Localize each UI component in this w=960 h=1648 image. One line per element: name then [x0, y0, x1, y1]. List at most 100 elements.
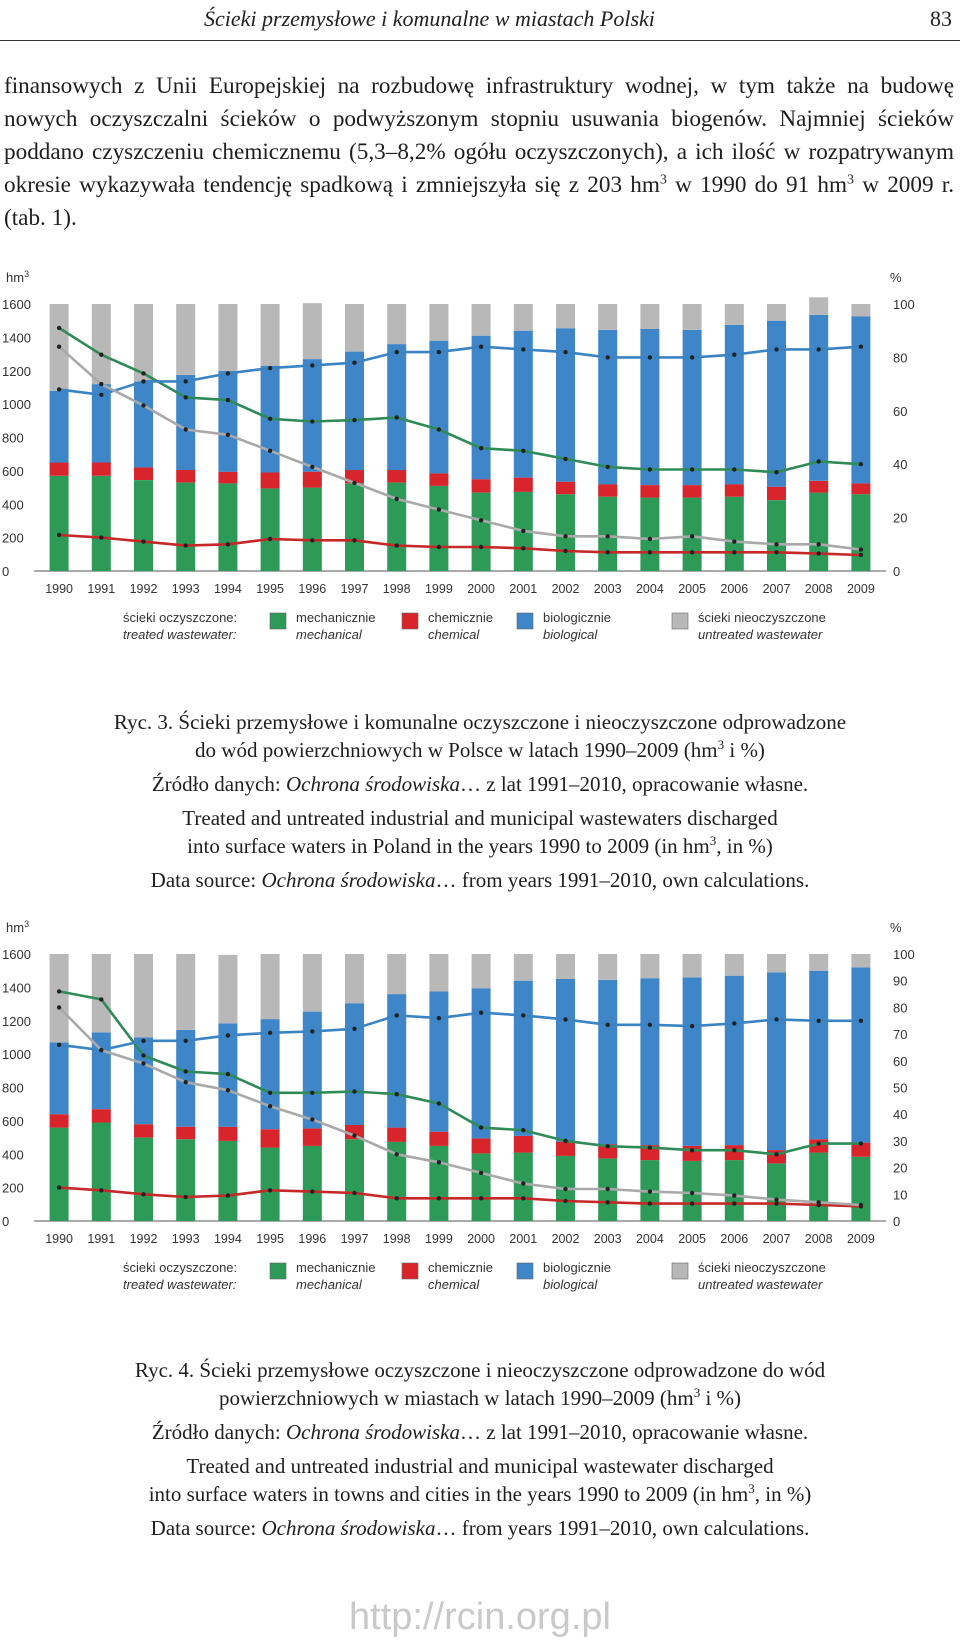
bar-segment-biological: [682, 977, 702, 1146]
y-tick-label: 200: [2, 1181, 24, 1196]
percent-line-point: [563, 1198, 568, 1204]
percent-line-point: [647, 467, 653, 472]
header-rule: [0, 40, 960, 41]
percent-line-point: [141, 403, 146, 408]
percent-line-point: [689, 1201, 695, 1206]
x-tick-label: 2004: [636, 1232, 664, 1246]
legend-swatch-3: [671, 1262, 689, 1280]
percent-line-point: [521, 546, 526, 551]
percent-line-point: [183, 1194, 188, 1200]
percent-line-point: [774, 1017, 779, 1022]
caption-3-src-pl-title: Ochrona środowiska: [285, 772, 460, 796]
bar-segment-biological: [556, 328, 575, 482]
caption-3-src-pl-rest: … z lat 1991–2010, opracowanie własne.: [460, 772, 809, 796]
bar-segment-mechanical: [260, 488, 280, 571]
bar-segment-mechanical: [556, 494, 575, 571]
percent-line-point: [394, 415, 399, 420]
bar-segment-mechanical: [134, 480, 153, 571]
body-sup-2: 3: [847, 172, 855, 188]
bar-segment-biological: [724, 975, 744, 1146]
bar-segment-biological: [640, 978, 660, 1146]
percent-line-point: [478, 344, 484, 349]
bar-segment-biological: [387, 344, 407, 471]
percent-line-point: [858, 344, 864, 349]
percent-line-point: [56, 325, 62, 331]
bar-segment-chemical: [218, 471, 238, 484]
x-tick-label: 1999: [425, 1232, 453, 1246]
page-number: 83: [930, 6, 952, 31]
percent-line-point: [774, 1201, 779, 1206]
caption-3-pl-sup: 3: [717, 737, 725, 752]
y2-tick-label: 70: [893, 1027, 907, 1042]
y-tick-label: 600: [2, 464, 24, 479]
legend-label-pl-2: biologicznie: [543, 1260, 611, 1275]
percent-line-mechanical: [58, 326, 861, 474]
caption-3-en-1: Treated and untreated industrial and mun…: [182, 806, 778, 830]
percent-line-point: [310, 419, 315, 424]
caption-4-src-pl-title: Ochrona środowiska: [285, 1420, 460, 1444]
percent-line-point: [225, 542, 231, 547]
caption-3-src-en-rest: … from years 1991–2010, own calculations…: [435, 868, 810, 892]
x-tick-label: 2009: [847, 1232, 875, 1246]
caption-4-en-2: into surface waters in towns and cities …: [148, 1482, 749, 1506]
bar-segment-mechanical: [176, 1139, 196, 1221]
bar-segment-chemical: [513, 1135, 533, 1153]
x-tick-label: 1994: [214, 1232, 242, 1246]
y-tick-label: 800: [2, 431, 24, 446]
percent-line-point: [310, 464, 315, 470]
percent-line-point: [689, 1148, 695, 1153]
percent-line-point: [56, 989, 62, 994]
percent-line-point: [521, 347, 526, 352]
x-tick-label: 1993: [172, 582, 200, 596]
y-axis-unit-right: %: [890, 270, 902, 285]
legend-title-pl: ścieki oczyszczone:: [123, 610, 237, 625]
y2-tick-label: 20: [893, 1161, 907, 1176]
legend-label-en-0: mechanical: [296, 1277, 363, 1292]
percent-line-point: [141, 539, 146, 544]
bar-segment-biological: [471, 988, 491, 1139]
x-tick-label: 2005: [678, 582, 706, 596]
bar-segment-biological: [134, 1037, 153, 1125]
percent-line-point: [605, 550, 610, 555]
percent-line-point: [478, 1170, 484, 1176]
bar-segment-biological: [49, 1042, 69, 1115]
bar-segment-untreated: [682, 304, 702, 330]
bar-segment-chemical: [598, 1144, 618, 1159]
percent-line-point: [605, 1144, 610, 1149]
percent-line-point: [816, 459, 821, 464]
percent-line-point: [605, 1022, 610, 1027]
bar-segment-biological: [851, 316, 871, 484]
x-tick-label: 2000: [467, 1232, 495, 1246]
percent-line-point: [605, 1186, 610, 1192]
percent-line-point: [267, 1104, 273, 1109]
legend-label-pl-3: ścieki nieoczyszczone: [698, 610, 826, 625]
figure-4-caption: Ryc. 4. Ścieki przemysłowe oczyszczone i…: [0, 1356, 960, 1542]
percent-line-point: [858, 1141, 864, 1146]
percent-line-untreated: [58, 1006, 861, 1207]
bar-segment-chemical: [134, 467, 153, 480]
x-tick-label: 1995: [256, 1232, 284, 1246]
bar-segment-untreated: [260, 954, 280, 1020]
caption-3-en-2b: , in %): [716, 834, 773, 858]
bar-segment-untreated: [91, 304, 111, 385]
bar-segment-untreated: [345, 954, 364, 1004]
x-tick-label: 1998: [383, 1232, 411, 1246]
bar-segment-untreated: [302, 954, 322, 1012]
percent-line-point: [141, 371, 146, 376]
percent-line-point: [394, 1196, 399, 1201]
bar-segment-untreated: [302, 303, 322, 360]
x-tick-label: 2006: [720, 582, 748, 596]
percent-line-point: [563, 1017, 568, 1022]
bar-segment-biological: [345, 351, 364, 471]
x-tick-label: 2001: [509, 582, 537, 596]
percent-line-point: [478, 1125, 484, 1130]
percent-line-point: [647, 1022, 653, 1027]
percent-line-point: [732, 1148, 737, 1153]
y2-tick-label: 60: [893, 404, 907, 419]
bar-segment-biological: [429, 991, 449, 1132]
percent-line-point: [689, 355, 695, 360]
percent-line-point: [563, 1138, 568, 1144]
caption-4-src-en-rest: … from years 1991–2010, own calculations…: [435, 1516, 810, 1540]
caption-4-src-pl: Źródło danych:: [151, 1420, 286, 1444]
bar-segment-chemical: [302, 1128, 322, 1146]
